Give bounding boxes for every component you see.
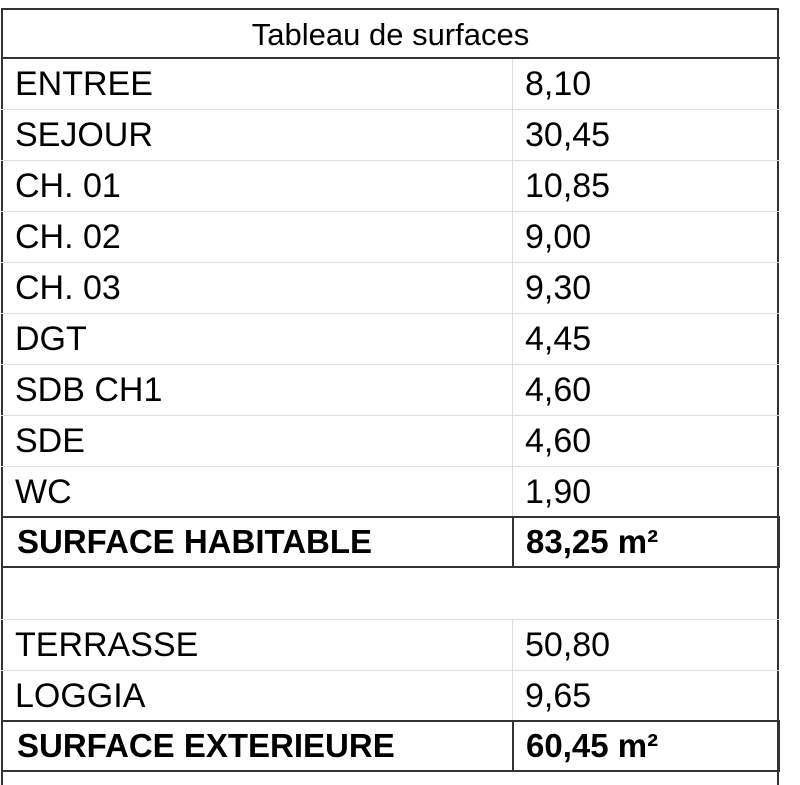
room-label: SEJOUR <box>15 115 153 154</box>
room-area: 60,45 m² <box>512 722 778 770</box>
room-area: 9,30 <box>512 263 780 313</box>
table-row: CH. 01 10,85 <box>1 161 780 212</box>
table-row: SEJOUR 30,45 <box>1 110 780 161</box>
table-title: Tableau de surfaces <box>1 10 780 59</box>
table-row: LOGGIA 9,65 <box>1 671 780 722</box>
room-label: DGT <box>15 319 87 358</box>
spacer-row <box>1 568 780 620</box>
room-area: 30,45 <box>512 110 780 160</box>
room-label: SURFACE HABITABLE <box>17 523 373 560</box>
room-label: CH. 03 <box>15 268 121 307</box>
room-label: CH. 01 <box>15 166 121 205</box>
table-row: CH. 03 9,30 <box>1 263 780 314</box>
table-row: TERRASSE 50,80 <box>1 620 780 671</box>
room-area: 4,60 <box>512 416 780 466</box>
room-label: SURFACE EXTERIEURE <box>17 727 395 764</box>
table-row: DGT 4,45 <box>1 314 780 365</box>
table-row: WC 1,90 <box>1 467 780 518</box>
room-label: ENTREE <box>15 64 153 103</box>
room-area: 4,60 <box>512 365 780 415</box>
table-frame <box>1 8 779 785</box>
room-area: 8,10 <box>512 59 780 109</box>
room-label: WC <box>15 472 72 511</box>
table-row: CH. 02 9,00 <box>1 212 780 263</box>
room-area: 50,80 <box>512 620 780 670</box>
room-label: LOGGIA <box>15 676 146 715</box>
table-row: SDE 4,60 <box>1 416 780 467</box>
room-label: TERRASSE <box>15 625 199 664</box>
total-row: SURFACE EXTERIEURE 60,45 m² <box>1 720 780 772</box>
table-row: ENTREE 8,10 <box>1 59 780 110</box>
room-label: CH. 02 <box>15 217 121 256</box>
total-row: SURFACE HABITABLE 83,25 m² <box>1 516 780 568</box>
room-area: 1,90 <box>512 467 780 517</box>
room-area: 9,00 <box>512 212 780 262</box>
room-label: SDE <box>15 421 85 460</box>
table-row: SDB CH1 4,60 <box>1 365 780 416</box>
room-area: 83,25 m² <box>512 518 778 566</box>
room-area: 9,65 <box>512 671 780 721</box>
room-label: SDB CH1 <box>15 370 163 409</box>
room-area: 4,45 <box>512 314 780 364</box>
room-area: 10,85 <box>512 161 780 211</box>
